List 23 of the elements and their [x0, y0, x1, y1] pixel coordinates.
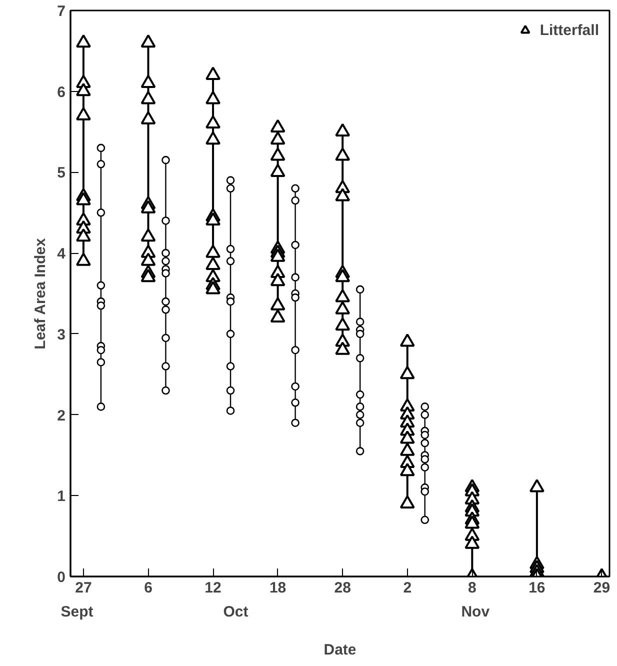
text: Nov	[461, 604, 490, 620]
x-tick-label: 8	[468, 580, 476, 596]
x-tick-label: 16	[528, 580, 546, 596]
text: Sept	[60, 604, 94, 620]
x-tick-label: 2	[403, 580, 412, 596]
x-tick-label: 18	[269, 580, 286, 596]
y-tick-label: 1	[57, 488, 66, 506]
text: Oct	[223, 604, 248, 620]
y-axis-title: Leaf Area Index	[32, 238, 50, 350]
x-tick-label: 12	[204, 580, 222, 596]
legend-label: Litterfall	[540, 22, 599, 38]
y-tick-label: 7	[57, 3, 66, 20]
y-tick-label: 2	[57, 407, 66, 424]
x-tick-label: 29	[593, 580, 610, 596]
y-tick-label: 5	[57, 164, 66, 182]
x-tick-label: 28	[334, 580, 351, 596]
y-tick-label: 4	[57, 246, 66, 263]
x-tick-label: 27	[75, 580, 92, 596]
y-tick-label: 0	[57, 569, 66, 586]
x-axis-title: Date	[324, 642, 356, 658]
y-tick-label: 3	[57, 326, 66, 344]
x-tick-label: 6	[144, 580, 152, 596]
y-tick-label: 6	[57, 84, 66, 101]
